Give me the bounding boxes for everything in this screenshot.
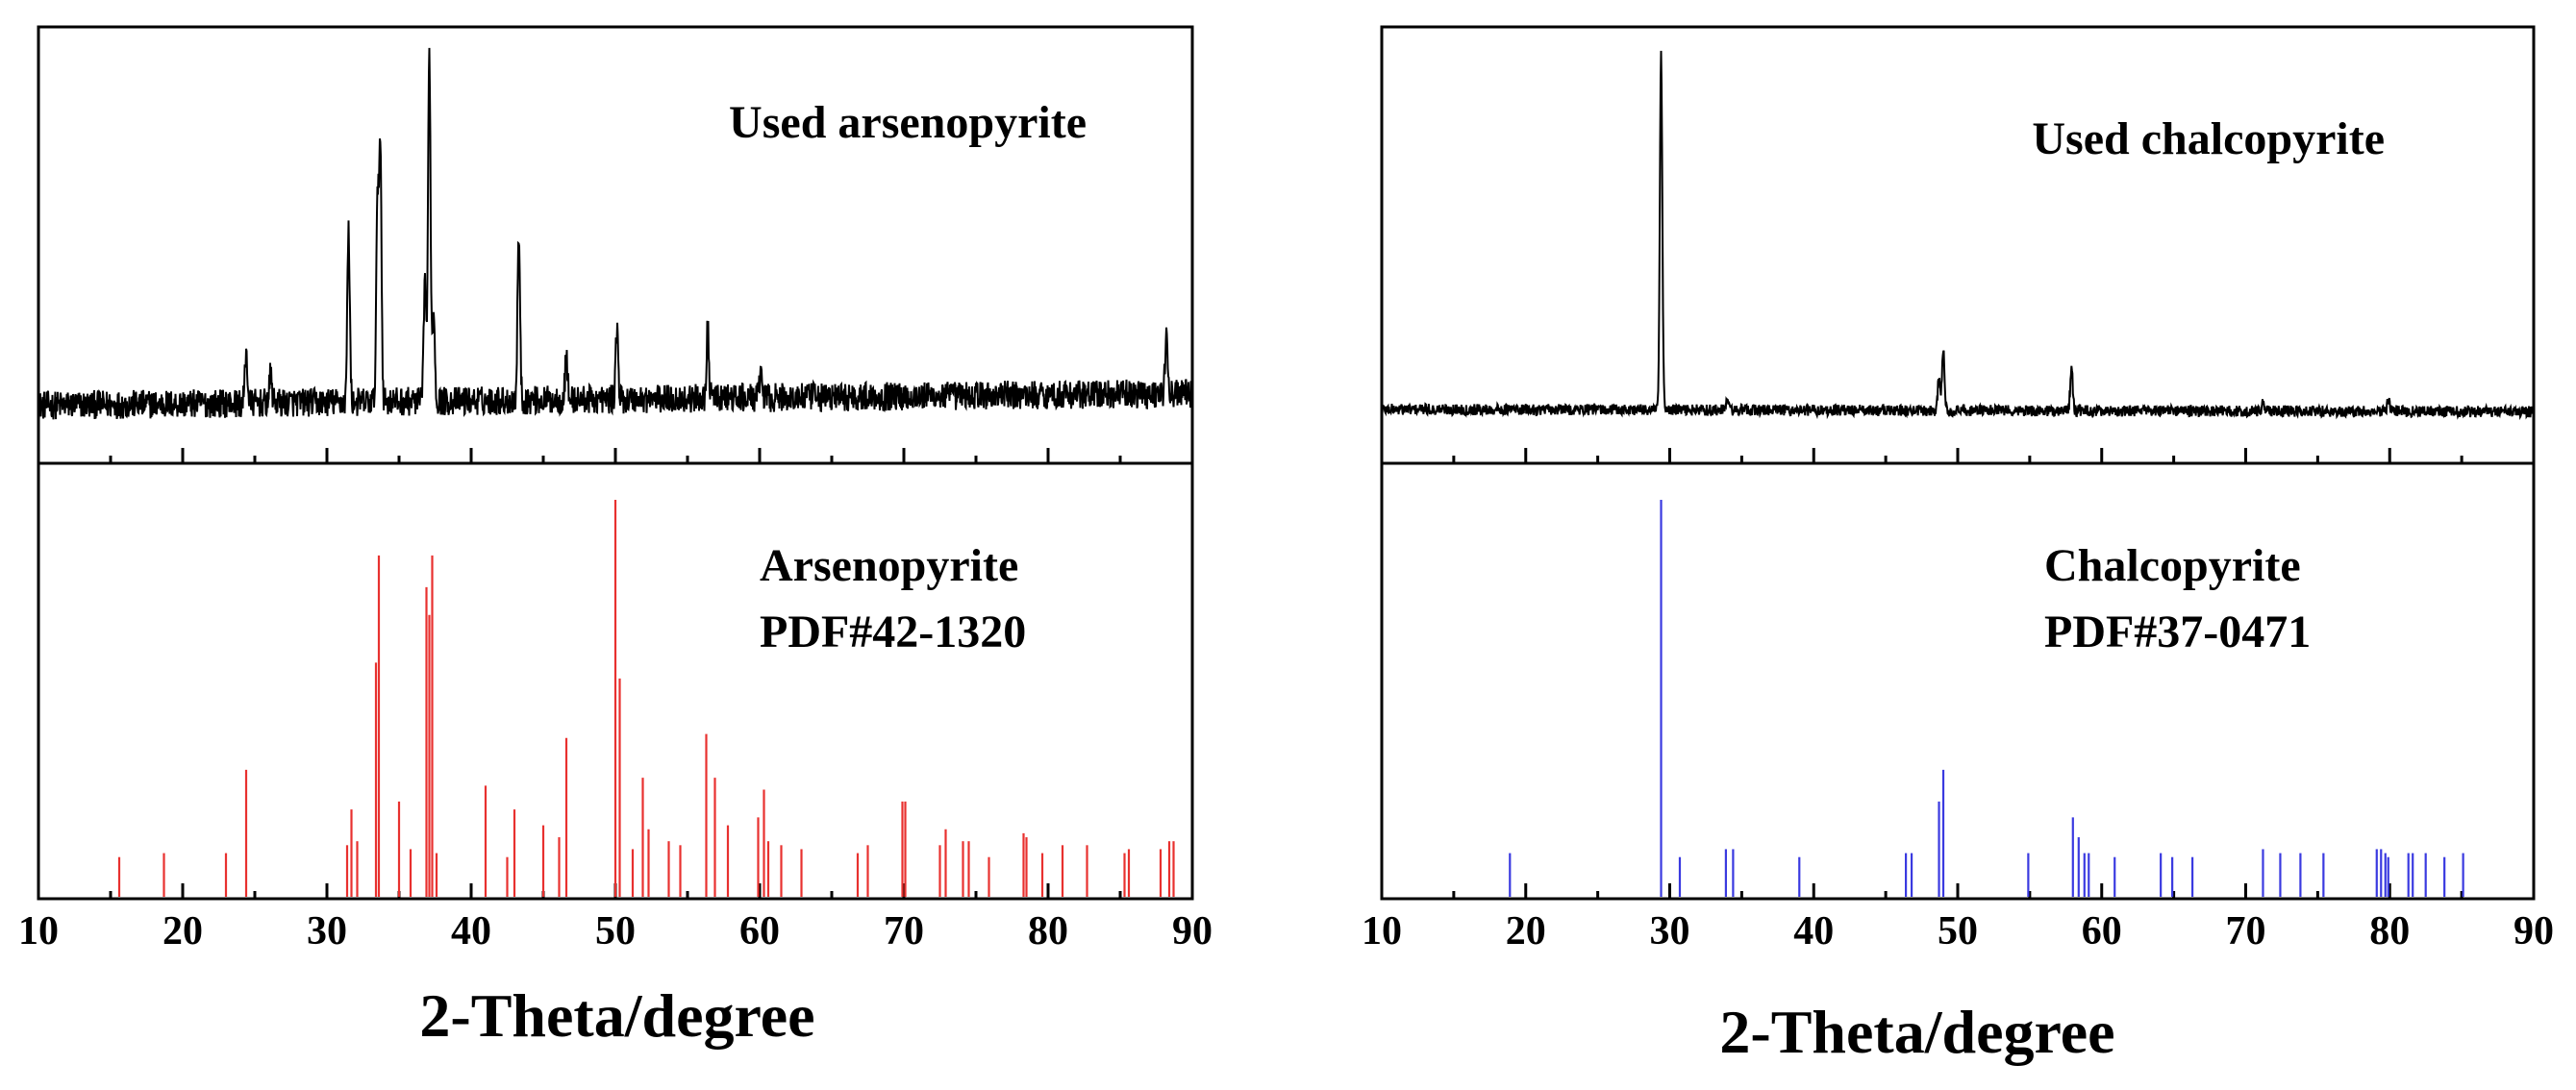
left-x-axis-label: 2-Theta/degree [419,981,814,1050]
right-x-tick-labels: 10 20 30 40 50 60 70 80 90 [1362,909,2554,954]
xrd-panel-left: Used arsenopyrite Arsenopyrite PDF#42-13… [18,25,1213,1050]
left-x-tick-label: 30 [307,909,347,954]
left-x-tick-label: 10 [18,909,59,954]
right-measured-pattern [1381,50,2535,421]
right-bottom-subtitle: PDF#37-0471 [2044,607,2311,657]
right-x-axis-label: 2-Theta/degree [1719,998,2114,1066]
left-x-tick-label: 20 [163,909,203,954]
right-x-tick-label: 60 [2082,909,2122,954]
left-top-subplot: Used arsenopyrite [38,47,1193,463]
right-x-tick-label: 90 [2513,909,2554,954]
left-x-tick-label: 40 [451,909,491,954]
right-x-tick-label: 20 [1506,909,1546,954]
right-x-tick-label: 10 [1362,909,1402,954]
right-x-tick-label: 50 [1938,909,1978,954]
left-x-tick-label: 70 [884,909,924,954]
right-x-tick-label: 70 [2226,909,2266,954]
right-x-tick-label: 40 [1793,909,1834,954]
left-x-tick-label: 60 [739,909,780,954]
right-bottom-subplot: Chalcopyrite PDF#37-0471 [1452,500,2464,899]
left-measured-pattern [38,47,1193,421]
left-bottom-subtitle: PDF#42-1320 [760,607,1026,657]
left-x-tick-label: 80 [1028,909,1068,954]
left-x-tick-label: 90 [1172,909,1213,954]
right-top-subplot: Used chalcopyrite [1381,50,2535,463]
right-bottom-title: Chalcopyrite [2044,540,2301,591]
left-bottom-title: Arsenopyrite [760,540,1018,591]
left-top-title: Used arsenopyrite [729,97,1087,148]
xrd-panel-right: Used chalcopyrite Chalcopyrite PDF#37-04… [1362,25,2554,1066]
right-x-tick-label: 80 [2369,909,2410,954]
right-x-tick-label: 30 [1650,909,1690,954]
left-bottom-subplot: Arsenopyrite PDF#42-1320 [109,500,1175,899]
left-x-tick-label: 50 [595,909,636,954]
left-x-tick-labels: 10 20 30 40 50 60 70 80 90 [18,909,1213,954]
right-top-title: Used chalcopyrite [2032,113,2385,164]
